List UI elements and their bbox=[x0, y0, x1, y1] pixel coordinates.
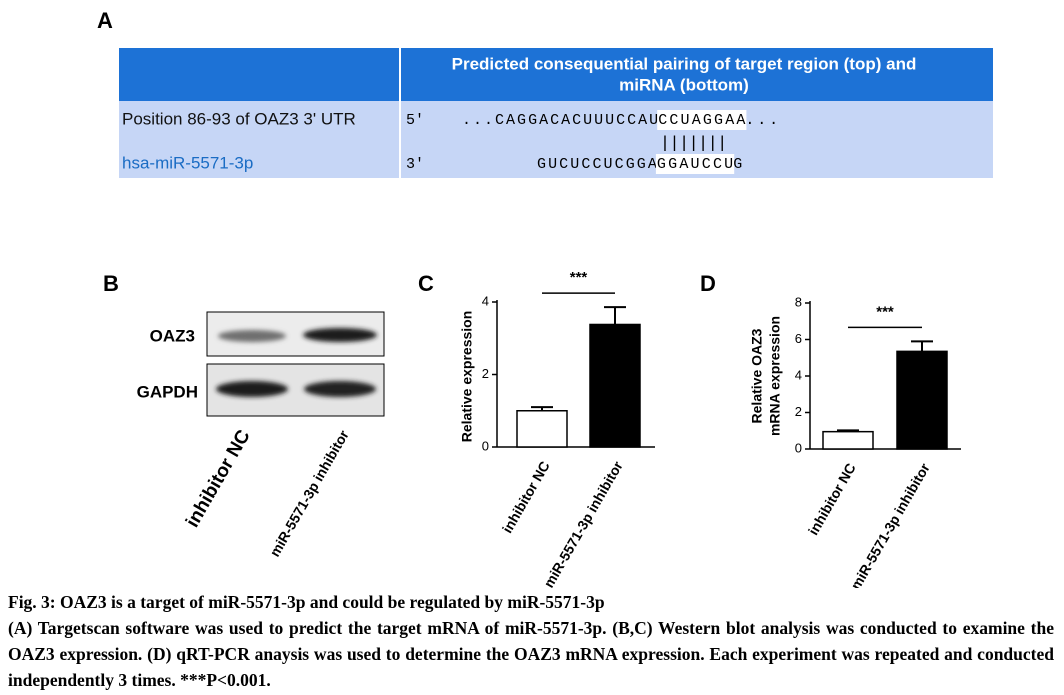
caption-text: (A) Targetscan software was used to pred… bbox=[8, 618, 1054, 690]
x-tick-label: inhibitor NC bbox=[499, 458, 553, 535]
y-tick-label: 6 bbox=[795, 331, 802, 346]
table-body bbox=[119, 101, 993, 178]
match-highlight bbox=[657, 110, 747, 130]
strand-end: 5' bbox=[406, 112, 424, 129]
strand-end: 3' bbox=[406, 156, 424, 173]
lane-label: miR-5571-3p inhibitor bbox=[266, 427, 352, 559]
sequence: GUCUCCUCGGA bbox=[537, 156, 657, 173]
y-tick-label: 4 bbox=[795, 367, 802, 382]
panel-label: C bbox=[418, 271, 434, 296]
y-axis-label: Relative OAZ3 bbox=[749, 328, 765, 423]
blot-band bbox=[304, 381, 376, 397]
y-tick-label: 8 bbox=[795, 294, 802, 309]
sequence: ... bbox=[745, 112, 778, 129]
blot-band bbox=[216, 381, 288, 397]
table-header-text: miRNA (bottom) bbox=[619, 75, 749, 94]
bar bbox=[822, 430, 874, 450]
y-tick-label: 2 bbox=[795, 404, 802, 419]
y-tick-label: 4 bbox=[482, 293, 489, 308]
row-label: Position 86-93 of OAZ3 3' UTR bbox=[122, 109, 356, 128]
y-axis-label: mRNA expression bbox=[767, 316, 783, 436]
pairing: ||||||| bbox=[660, 134, 727, 153]
panel-label: B bbox=[103, 271, 119, 296]
y-tick-label: 0 bbox=[482, 438, 489, 453]
row-label: hsa-miR-5571-3p bbox=[122, 153, 253, 172]
x-tick-label: miR-5571-3p inhibitor bbox=[540, 458, 626, 588]
blot-band bbox=[303, 328, 377, 342]
significance-label: *** bbox=[570, 269, 588, 286]
x-tick-label: inhibitor NC bbox=[805, 460, 859, 537]
band-label: GAPDH bbox=[137, 382, 198, 401]
y-tick-label: 2 bbox=[482, 366, 489, 381]
caption: Fig. 3: OAZ3 is a target of miR-5571-3p … bbox=[8, 589, 1054, 693]
table-header-text: Predicted consequential pairing of targe… bbox=[452, 54, 917, 73]
match-highlight bbox=[655, 154, 735, 174]
figure: A B C D Predicted consequential pairing … bbox=[97, 8, 993, 588]
bar bbox=[896, 350, 948, 450]
bar bbox=[516, 410, 568, 448]
blot-band bbox=[218, 330, 286, 342]
lane-label: inhibitor NC bbox=[182, 426, 255, 531]
panel-label: D bbox=[700, 271, 716, 296]
y-tick-label: 0 bbox=[795, 440, 802, 455]
significance-label: *** bbox=[876, 303, 894, 320]
sequence: GGAUCCU bbox=[657, 156, 733, 173]
table-header bbox=[119, 48, 993, 101]
y-axis-label: Relative expression bbox=[459, 311, 475, 443]
caption-title: Fig. 3: OAZ3 is a target of miR-5571-3p … bbox=[8, 592, 605, 612]
x-tick-label: miR-5571-3p inhibitor bbox=[847, 460, 933, 588]
sequence: G bbox=[733, 156, 742, 173]
band-label: OAZ3 bbox=[150, 326, 195, 345]
panel-label: A bbox=[97, 8, 113, 33]
bar bbox=[589, 323, 641, 448]
